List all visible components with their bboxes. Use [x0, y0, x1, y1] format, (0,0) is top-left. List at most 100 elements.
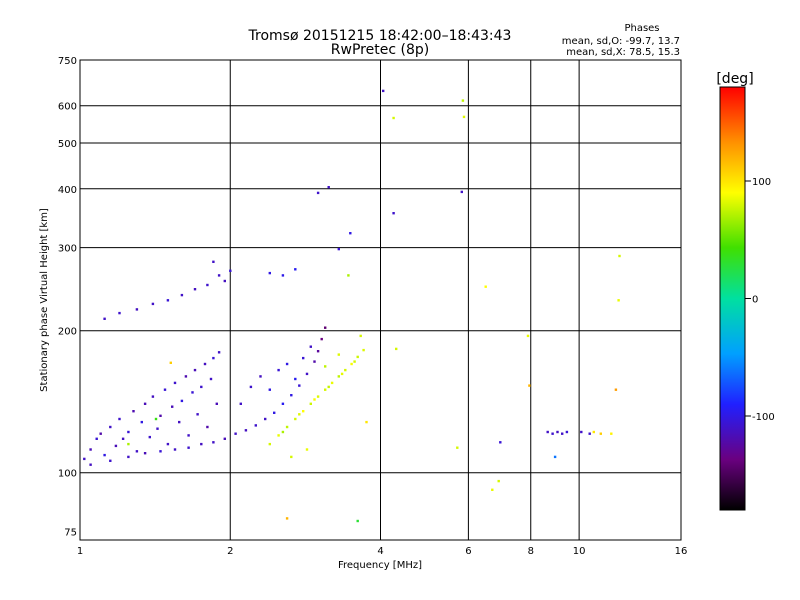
y-tick-label: 500: [58, 139, 77, 150]
data-point: [614, 388, 618, 391]
colorbar: [719, 86, 746, 511]
stats-header: Phases: [624, 23, 659, 34]
data-point: [127, 442, 130, 446]
data-point: [135, 308, 139, 311]
data-point: [610, 432, 613, 435]
data-point: [305, 372, 309, 376]
y-tick-label: 600: [58, 102, 77, 113]
data-point: [281, 430, 285, 434]
data-point: [135, 450, 139, 453]
data-point: [617, 299, 620, 302]
data-point: [281, 274, 285, 277]
data-point: [365, 420, 368, 424]
data-point: [121, 437, 125, 440]
data-point: [462, 115, 466, 119]
data-point: [223, 279, 226, 283]
y-tick-label: 100: [58, 469, 77, 480]
data-point: [132, 410, 135, 413]
x-tick-label: 6: [465, 546, 471, 557]
data-point: [193, 288, 197, 291]
x-tick-label: 2: [227, 546, 233, 557]
data-point: [203, 362, 207, 366]
data-point: [184, 375, 188, 378]
data-point: [99, 432, 102, 435]
data-point: [337, 247, 340, 251]
data-point: [154, 417, 158, 421]
data-point: [392, 116, 395, 120]
data-point: [264, 417, 267, 421]
data-point: [316, 350, 320, 353]
data-point: [350, 362, 353, 366]
x-tick-label: 4: [377, 546, 383, 557]
data-point: [151, 395, 155, 398]
data-point: [217, 274, 221, 277]
data-point: [83, 457, 86, 461]
data-point: [349, 232, 352, 235]
data-point: [259, 375, 262, 378]
data-point: [298, 384, 301, 387]
data-point: [166, 299, 170, 302]
data-point: [127, 430, 130, 434]
data-point: [460, 190, 463, 194]
data-point: [103, 317, 106, 320]
data-point: [395, 347, 398, 351]
data-point: [344, 368, 347, 372]
data-point: [461, 99, 465, 102]
data-point: [268, 388, 271, 391]
data-point: [143, 452, 147, 455]
data-point: [484, 285, 487, 288]
data-point: [103, 453, 106, 457]
data-point: [212, 260, 215, 263]
colorbar-label: [deg]: [716, 71, 753, 87]
data-point: [356, 355, 359, 359]
data-point: [140, 420, 143, 424]
colorbar-ticks: 100 0 -100: [745, 177, 775, 423]
data-point: [89, 463, 92, 466]
data-point: [143, 402, 147, 405]
y-tick-label: 750: [58, 56, 77, 67]
data-point: [187, 446, 190, 449]
y-axis-ticks: 75 100 200 300 400 500 600 750: [58, 56, 77, 539]
data-point: [209, 377, 213, 381]
y-tick-label: 75: [64, 528, 77, 539]
data-point: [229, 269, 232, 272]
data-point: [277, 434, 280, 437]
data-point: [254, 424, 257, 427]
data-point: [180, 399, 184, 403]
data-point: [212, 356, 215, 360]
data-point: [187, 434, 190, 437]
data-point: [151, 302, 155, 306]
colorbar-tick-label: 0: [752, 295, 758, 306]
data-point: [526, 334, 530, 338]
data-point: [163, 388, 167, 391]
data-point: [546, 430, 549, 434]
data-point: [528, 384, 531, 387]
data-point: [313, 360, 316, 363]
data-point: [200, 385, 203, 389]
data-point: [166, 442, 170, 446]
x-tick-label: 8: [528, 546, 534, 557]
data-point: [215, 402, 218, 405]
data-point: [290, 394, 293, 397]
data-point: [294, 377, 297, 381]
data-point: [156, 427, 159, 430]
x-tick-label: 1: [77, 546, 83, 557]
data-point: [193, 368, 197, 372]
data-point: [324, 365, 327, 368]
data-point: [309, 402, 312, 405]
data-point: [330, 381, 334, 385]
y-axis-label: Stationary phase Virtual Height [km]: [39, 208, 50, 392]
data-point: [273, 411, 276, 414]
data-point: [327, 385, 330, 389]
colorbar-tick-label: 100: [752, 177, 771, 188]
data-point: [290, 455, 293, 459]
grid-lines: [80, 60, 681, 540]
data-point: [561, 432, 564, 435]
data-point: [249, 385, 253, 389]
data-point: [324, 326, 327, 329]
data-point: [206, 283, 209, 287]
data-point: [281, 402, 285, 405]
data-point: [456, 446, 459, 449]
chart-title: Tromsø 20151215 18:42:00–18:43:43: [248, 28, 512, 44]
